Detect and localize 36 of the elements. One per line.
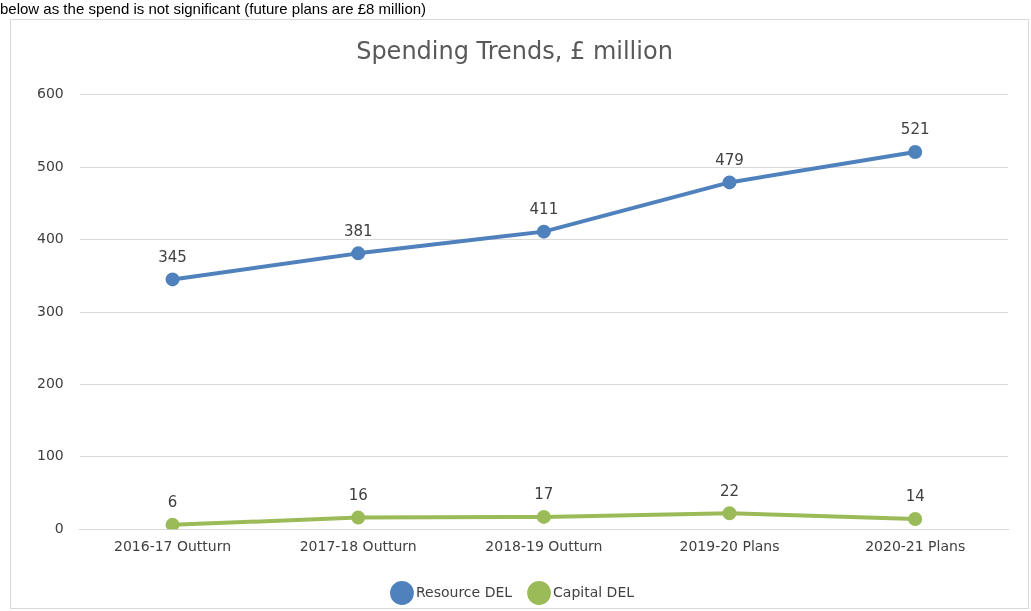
text: below as the spend is not significant (future plans are £8 million)	[0, 0, 427, 17]
data-label: 6	[167, 493, 178, 512]
legend-label: Resource DEL	[415, 583, 513, 600]
data-label: 479	[715, 150, 744, 169]
y-tick-label: 400	[36, 230, 64, 247]
y-tick-label: 600	[36, 85, 64, 102]
point	[722, 506, 737, 521]
data-label: 22	[719, 481, 740, 500]
data-label: 381	[343, 221, 373, 240]
x-tick-label: 2017-18 Outturn	[299, 538, 417, 555]
y-tick-label: 300	[36, 302, 64, 319]
x-tick-label: 2016-17 Outturn	[114, 538, 232, 555]
point	[536, 224, 551, 239]
y-tick-label: 0	[54, 519, 64, 536]
data-label: 521	[900, 120, 930, 139]
x-tick-label: 2020-21 Plans	[865, 538, 966, 555]
point	[165, 517, 180, 530]
y-tick-label: 500	[36, 157, 64, 174]
y-tick-label: 200	[36, 375, 64, 392]
x-tick-label: 2019-20 Plans	[679, 538, 780, 555]
point	[351, 510, 366, 525]
x-tick-label: 2018-19 Outturn	[485, 538, 603, 555]
point	[908, 145, 923, 159]
point	[536, 509, 551, 524]
point	[722, 175, 737, 190]
point	[351, 246, 366, 261]
data-label: 411	[529, 200, 559, 219]
data-label: 14	[905, 487, 925, 506]
y-tick-label: 100	[36, 447, 64, 464]
data-label: 16	[348, 486, 368, 505]
data-label: 17	[534, 485, 554, 504]
chart-title: Spending Trends, £ million	[356, 36, 673, 65]
legend-label: Capital DEL	[553, 583, 635, 600]
data-label: 345	[158, 247, 187, 266]
point	[908, 512, 923, 527]
point	[165, 272, 180, 287]
